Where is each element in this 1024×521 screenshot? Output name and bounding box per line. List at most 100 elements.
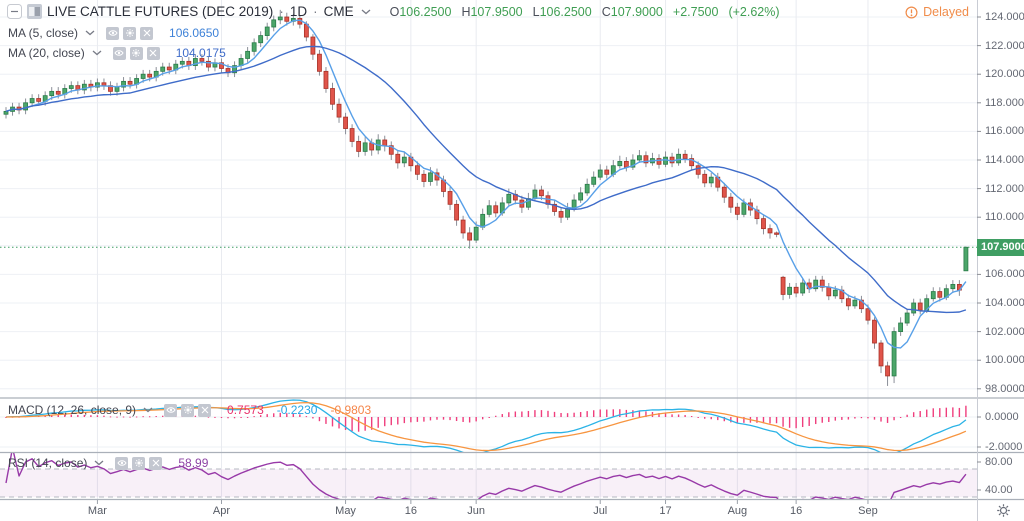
macd-histogram-bar [599, 409, 601, 417]
settings-icon[interactable] [123, 26, 137, 40]
macd-histogram-bar [723, 417, 725, 422]
macd-histogram-bar [155, 416, 157, 418]
macd-histogram-bar [547, 410, 549, 417]
settings-icon[interactable] [132, 456, 146, 470]
close-icon[interactable] [198, 403, 212, 417]
macd-histogram-bar [521, 411, 523, 417]
price-tick-label: 118.0000 [985, 96, 1024, 109]
eye-icon[interactable] [112, 46, 126, 60]
time-tick-label: Mar [87, 505, 107, 517]
ma5-value: 106.0650 [169, 26, 220, 40]
delayed-badge[interactable]: Delayed [905, 5, 969, 19]
macd-legend[interactable]: MACD (12, 26, close, 9) 0.7573 -0.2230 -… [8, 403, 371, 417]
close-icon[interactable] [140, 26, 154, 40]
macd-histogram-bar [214, 416, 216, 418]
macd-histogram-bar [939, 408, 941, 417]
macd-histogram-bar [664, 413, 667, 417]
chevron-down-icon[interactable] [94, 460, 104, 466]
symbol-title[interactable]: LIVE CATTLE FUTURES (DEC 2019) [47, 4, 274, 19]
price-tick-label: 98.0000 [985, 382, 1024, 395]
macd-histogram-bar [501, 414, 503, 417]
price-tick-label: 100.0000 [985, 354, 1024, 367]
price-tick-label: 122.0000 [985, 39, 1024, 52]
price-tick-label: 106.0000 [985, 268, 1024, 281]
macd-histogram-bar [704, 417, 706, 419]
ma5-line [5, 19, 967, 349]
settings-icon[interactable] [129, 46, 143, 60]
eye-icon[interactable] [115, 456, 129, 470]
macd-histogram-bar [860, 417, 863, 419]
macd-histogram-bar [299, 414, 301, 417]
macd-histogram-bar [162, 415, 164, 417]
ma20-legend[interactable]: MA (20, close) 104.0175 [8, 46, 226, 60]
eye-icon[interactable] [164, 403, 178, 417]
ma20-line [5, 45, 967, 314]
macd-histogram-bar [64, 414, 66, 417]
macd-histogram-bar [880, 417, 882, 422]
macd-histogram-bar [886, 417, 889, 423]
macd-histogram-bar [122, 416, 125, 418]
macd-histogram-bar [312, 417, 314, 419]
macd-label: MACD (12, 26, close, 9) [8, 403, 137, 417]
macd-histogram-bar [194, 415, 197, 417]
chevron-down-icon[interactable] [361, 9, 371, 15]
title-separator: · [279, 4, 284, 19]
close-icon[interactable] [149, 456, 163, 470]
macd-histogram-bar [553, 411, 556, 417]
title-separator: · [313, 4, 318, 19]
ma5-legend[interactable]: MA (5, close) 106.0650 [8, 26, 219, 40]
rsi-label: RSI (14, close) [8, 456, 88, 470]
grid [0, 0, 977, 499]
macd-histogram-bar [540, 410, 543, 417]
macd-histogram-bar [899, 417, 902, 418]
macd-histogram-bar [593, 410, 595, 417]
macd-histogram-bar [952, 407, 954, 417]
timezone-settings-button[interactable] [996, 503, 1011, 521]
macd-histogram-bar [103, 415, 105, 417]
macd-histogram-bar [926, 409, 928, 417]
macd-histogram-bar [808, 417, 810, 426]
macd-histogram-bar [109, 416, 112, 418]
macd-histogram-bar [912, 412, 915, 417]
chevron-down-icon[interactable] [143, 407, 153, 413]
macd-histogram-bar [207, 416, 210, 418]
rsi-value: 58.99 [178, 456, 209, 470]
macd-histogram-bar [436, 417, 438, 420]
symbol-legend[interactable]: LIVE CATTLE FUTURES (DEC 2019) · 1D · CM… [7, 4, 780, 19]
macd-histogram-bar [468, 417, 471, 423]
exchange-value[interactable]: CME [323, 4, 354, 19]
macd-histogram-bar [246, 417, 249, 418]
macd-histogram-bar [586, 411, 588, 417]
interval-value[interactable]: 1D [289, 4, 308, 19]
delayed-label: Delayed [923, 5, 969, 19]
macd-histogram-bar [429, 417, 432, 421]
macd-histogram-bar [423, 417, 425, 422]
price-tick-label: 112.0000 [985, 182, 1024, 195]
rsi-legend[interactable]: RSI (14, close) 58.99 [8, 456, 208, 470]
macd-histogram-bar [384, 417, 386, 427]
eye-icon[interactable] [106, 26, 120, 40]
macd-histogram-bar [129, 416, 131, 418]
legend-collapse-icon[interactable] [7, 4, 22, 19]
macd-tick-label: 0.0000 [985, 411, 1019, 423]
macd-histogram-bar [834, 417, 837, 421]
ma20-label: MA (20, close) [8, 46, 85, 60]
macd-histogram-bar [90, 415, 92, 417]
macd-histogram-bar [240, 417, 242, 418]
gear-icon [997, 504, 1010, 517]
time-tick-label: Jun [467, 505, 486, 517]
macd-histogram-bar [573, 412, 575, 417]
macd-histogram-bar [658, 413, 660, 417]
chevron-down-icon[interactable] [85, 30, 95, 36]
macd-histogram-bar [495, 415, 497, 417]
settings-icon[interactable] [181, 403, 195, 417]
chevron-down-icon[interactable] [92, 50, 102, 56]
macd-line-value: -0.2230 [276, 403, 318, 417]
macd-histogram-bar [645, 411, 647, 417]
close-icon[interactable] [146, 46, 160, 60]
macd-histogram-bar [847, 417, 850, 420]
warning-icon [905, 5, 918, 19]
